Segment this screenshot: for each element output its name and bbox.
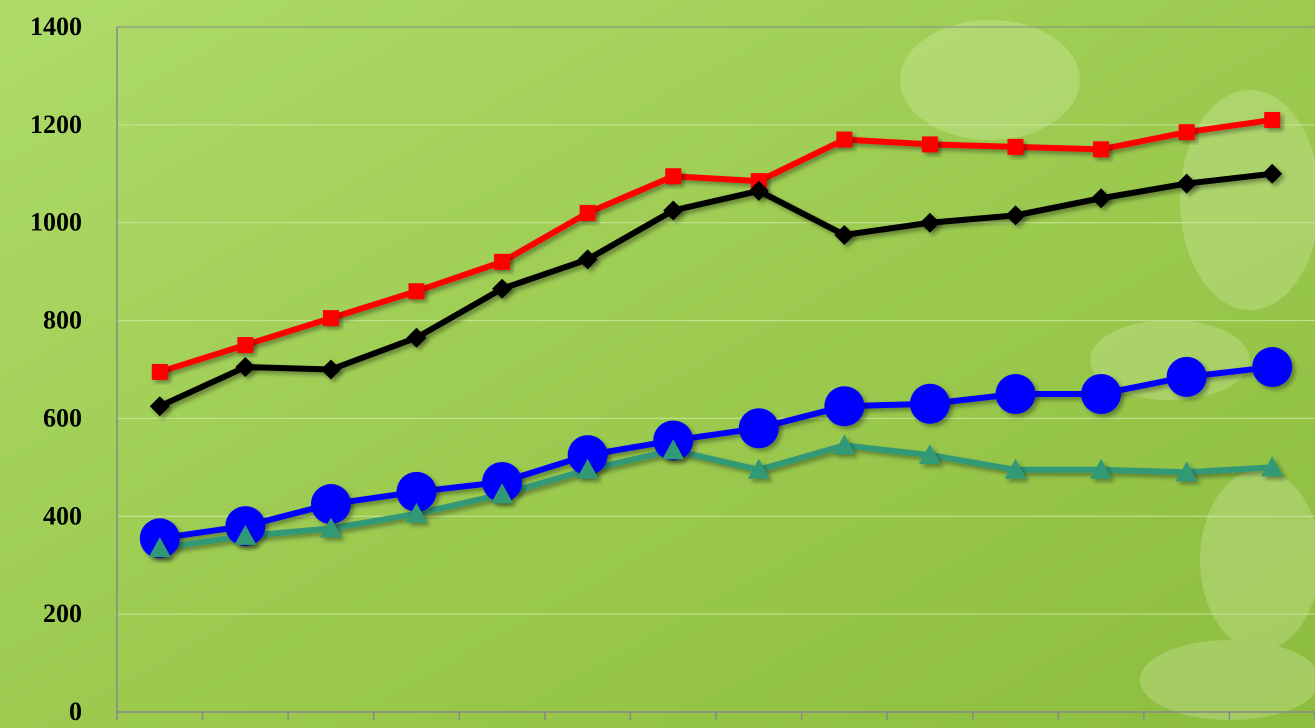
marker xyxy=(322,310,339,327)
y-tick-label: 0 xyxy=(69,697,82,726)
marker xyxy=(1093,141,1110,158)
marker xyxy=(1007,138,1024,155)
marker xyxy=(579,204,596,221)
marker xyxy=(1090,458,1113,479)
marker xyxy=(1178,124,1195,141)
marker xyxy=(738,408,779,449)
marker xyxy=(567,435,608,476)
y-tick-label: 400 xyxy=(43,501,82,530)
marker xyxy=(833,434,856,455)
marker xyxy=(921,136,938,153)
marker xyxy=(320,359,341,380)
marker xyxy=(909,383,950,424)
marker xyxy=(237,337,254,354)
marker xyxy=(834,224,855,245)
marker xyxy=(494,253,511,270)
marker xyxy=(319,517,342,538)
marker xyxy=(824,386,865,427)
marker xyxy=(149,396,170,417)
marker xyxy=(151,363,168,380)
marker xyxy=(405,502,428,523)
marker xyxy=(235,357,256,378)
marker xyxy=(1264,111,1281,128)
marker xyxy=(482,462,523,503)
y-tick-label: 800 xyxy=(43,306,82,335)
marker xyxy=(1004,458,1027,479)
marker xyxy=(663,200,684,221)
marker xyxy=(577,249,598,270)
marker xyxy=(836,131,853,148)
marker xyxy=(1005,205,1026,226)
marker xyxy=(1262,163,1283,184)
marker xyxy=(406,327,427,348)
marker xyxy=(1176,173,1197,194)
series-line xyxy=(158,170,1273,409)
marker xyxy=(918,444,941,465)
marker xyxy=(492,278,513,299)
marker xyxy=(748,180,769,201)
y-tick-label: 1400 xyxy=(30,12,82,41)
series-line xyxy=(159,442,1273,552)
marker xyxy=(1175,461,1198,482)
marker xyxy=(995,373,1036,414)
marker xyxy=(148,537,171,558)
decoration xyxy=(900,20,1315,720)
marker xyxy=(747,458,770,479)
y-tick-label: 200 xyxy=(43,599,82,628)
marker xyxy=(1166,356,1207,397)
marker xyxy=(1081,373,1122,414)
y-tick-label: 600 xyxy=(43,403,82,432)
marker xyxy=(408,283,425,300)
marker xyxy=(576,458,599,479)
y-tick-label: 1000 xyxy=(30,208,82,237)
marker xyxy=(1261,456,1284,477)
marker xyxy=(234,524,257,545)
marker xyxy=(1252,347,1293,388)
marker xyxy=(665,168,682,185)
y-tick-label: 1200 xyxy=(30,110,82,139)
marker xyxy=(919,212,940,233)
marker xyxy=(1091,188,1112,209)
marker xyxy=(662,439,685,460)
marker xyxy=(310,484,351,525)
marker xyxy=(491,483,514,504)
series-line xyxy=(158,116,1273,375)
marker xyxy=(396,471,437,512)
